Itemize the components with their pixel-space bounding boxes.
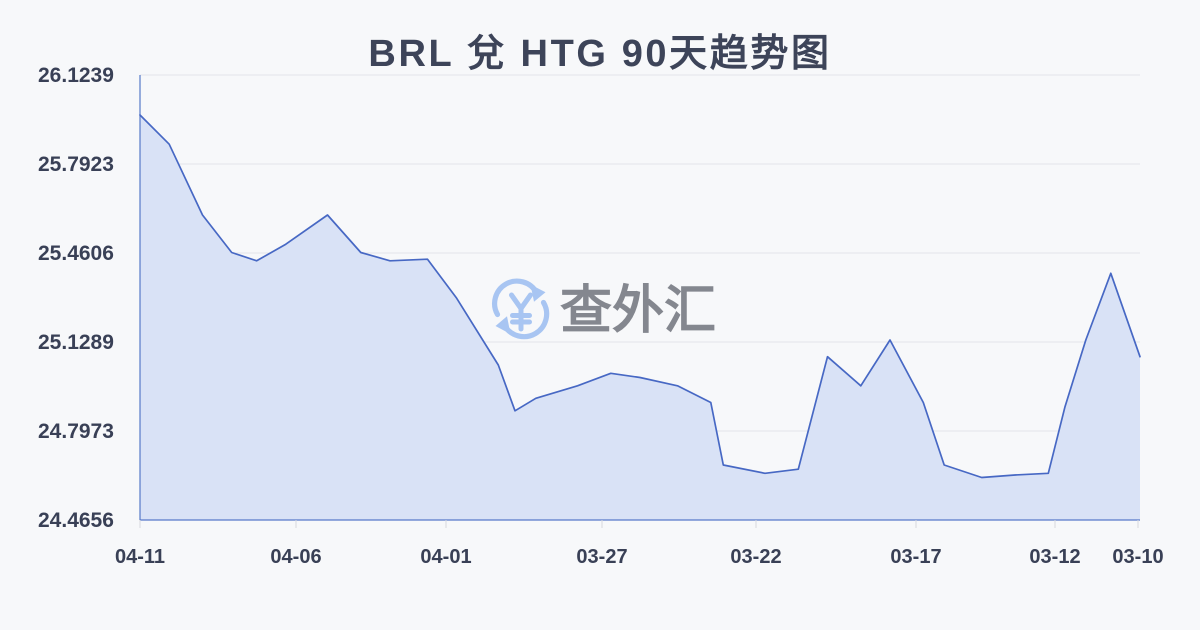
svg-text:查外汇: 查外汇 (560, 282, 716, 340)
svg-text:03-10: 03-10 (1112, 546, 1163, 568)
svg-text:03-27: 03-27 (576, 546, 627, 568)
svg-text:04-06: 04-06 (270, 546, 321, 568)
svg-text:03-12: 03-12 (1029, 546, 1080, 568)
svg-text:25.4606: 25.4606 (38, 242, 114, 265)
svg-text:03-17: 03-17 (890, 546, 941, 568)
svg-text:25.7923: 25.7923 (38, 153, 114, 176)
svg-text:04-01: 04-01 (420, 546, 471, 568)
svg-text:25.1289: 25.1289 (38, 331, 114, 354)
svg-text:24.4656: 24.4656 (38, 509, 114, 532)
svg-text:03-22: 03-22 (730, 546, 781, 568)
svg-text:04-11: 04-11 (115, 546, 165, 568)
svg-text:24.7973: 24.7973 (38, 420, 114, 443)
